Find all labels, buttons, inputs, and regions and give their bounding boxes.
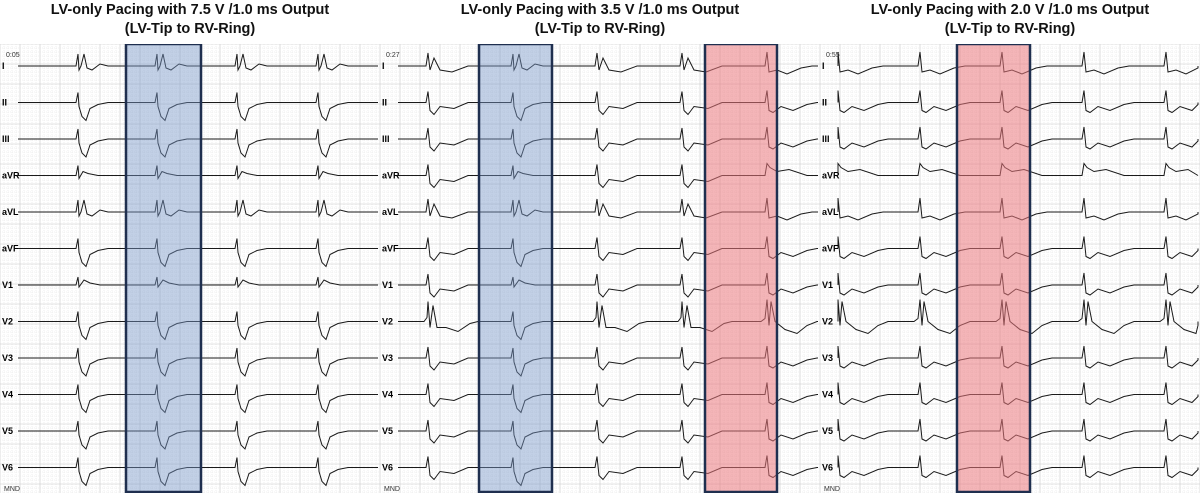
trace-avl <box>18 199 378 218</box>
panel-title-2: LV-only Pacing with 3.5 V /1.0 ms Output <box>460 2 740 18</box>
trace-v6 <box>18 457 378 487</box>
lead-label-v5: V5 <box>822 426 833 436</box>
lead-label-avr: aVR <box>822 171 840 181</box>
ecg-panel-1: LV-only Pacing with 7.5 V /1.0 ms Output… <box>0 0 380 493</box>
lead-label-v2: V2 <box>822 317 833 327</box>
lead-label-v6: V6 <box>382 463 393 473</box>
highlight-boxes <box>124 44 203 493</box>
trace-v5 <box>18 420 378 450</box>
lead-label-avr: aVR <box>2 171 20 181</box>
panel-subtitle-1: (LV-Tip to RV-Ring) <box>124 21 256 37</box>
lead-label-i: I <box>822 61 825 71</box>
time-marker: 0:05 <box>6 52 20 59</box>
lead-label-v5: V5 <box>382 426 393 436</box>
lead-label-v5: V5 <box>2 426 13 436</box>
panel-subtitle-2: (LV-Tip to RV-Ring) <box>534 21 666 37</box>
lead-label-avr: aVR <box>382 171 400 181</box>
lead-label-iii: III <box>382 134 390 144</box>
trace-ii <box>18 92 378 122</box>
lead-label-ii: II <box>2 98 7 108</box>
time-marker: 0:55 <box>826 52 840 59</box>
trace-v4 <box>18 384 378 414</box>
lead-label-ii: II <box>822 98 827 108</box>
trace-i <box>18 53 378 72</box>
highlight-box-blue <box>477 44 554 493</box>
trace-v1 <box>18 276 378 289</box>
trace-iii <box>18 128 378 158</box>
lead-label-v1: V1 <box>2 280 13 290</box>
footer-label: MND <box>384 486 400 493</box>
lead-label-v4: V4 <box>382 390 393 400</box>
trace-avr <box>18 165 378 181</box>
lead-label-v1: V1 <box>382 280 393 290</box>
lead-label-v2: V2 <box>382 317 393 327</box>
trace-avf <box>18 238 378 268</box>
panel-title-3: LV-only Pacing with 2.0 V /1.0 ms Output <box>870 2 1150 18</box>
lead-label-avf: aVF <box>822 244 839 254</box>
footer-label: MND <box>824 486 840 493</box>
trace-v2 <box>18 311 378 341</box>
highlight-box-red <box>703 44 779 493</box>
lead-label-avf: aVF <box>382 244 399 254</box>
lead-label-iii: III <box>822 134 830 144</box>
lead-label-v3: V3 <box>822 353 833 363</box>
time-marker: 0:27 <box>386 52 400 59</box>
ecg-panel-2: LV-only Pacing with 3.5 V /1.0 ms Output… <box>380 0 820 493</box>
lead-label-avl: aVL <box>382 207 399 217</box>
lead-label-iii: III <box>2 134 10 144</box>
highlight-box-blue <box>124 44 203 493</box>
lead-label-ii: II <box>382 98 387 108</box>
lead-label-avf: aVF <box>2 244 19 254</box>
lead-label-v4: V4 <box>2 390 13 400</box>
lead-label-v3: V3 <box>2 353 13 363</box>
lead-label-v2: V2 <box>2 317 13 327</box>
lead-label-v3: V3 <box>382 353 393 363</box>
lead-label-avl: aVL <box>822 207 839 217</box>
lead-label-avl: aVL <box>2 207 19 217</box>
lead-label-v6: V6 <box>822 463 833 473</box>
lead-label-v6: V6 <box>2 463 13 473</box>
lead-label-i: I <box>382 61 385 71</box>
ecg-traces <box>18 53 378 487</box>
highlight-box-red <box>955 44 1032 493</box>
lead-label-v4: V4 <box>822 390 833 400</box>
highlight-boxes <box>477 44 779 493</box>
highlight-boxes <box>955 44 1032 493</box>
footer-label: MND <box>4 486 20 493</box>
panel-title-1: LV-only Pacing with 7.5 V /1.0 ms Output <box>50 2 330 18</box>
panel-subtitle-3: (LV-Tip to RV-Ring) <box>944 21 1076 37</box>
ecg-panel-3: LV-only Pacing with 2.0 V /1.0 ms Output… <box>820 0 1200 493</box>
lead-label-v1: V1 <box>822 280 833 290</box>
trace-v3 <box>18 347 378 377</box>
lead-label-i: I <box>2 61 5 71</box>
